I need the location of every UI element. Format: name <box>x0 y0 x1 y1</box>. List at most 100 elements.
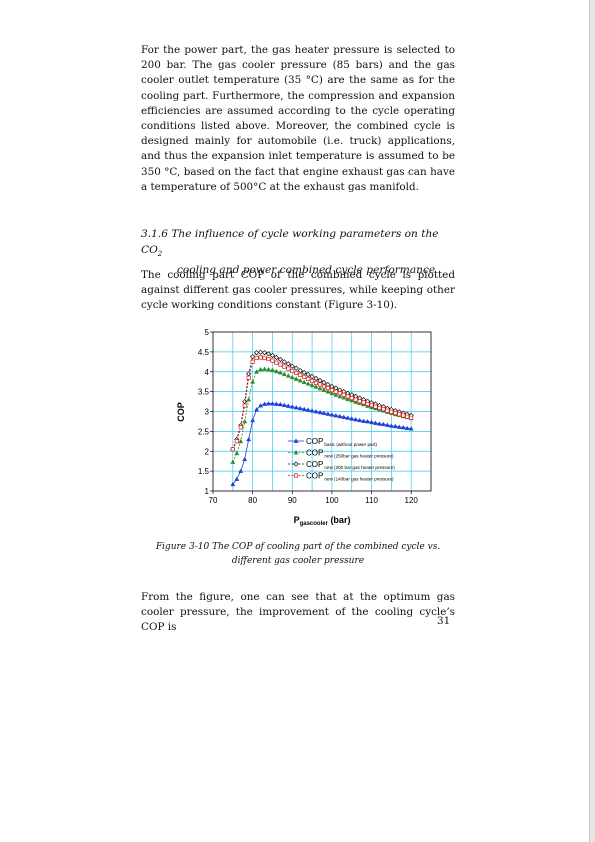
data-point <box>273 368 279 374</box>
data-point <box>254 407 260 412</box>
data-point <box>353 397 358 402</box>
data-point <box>306 376 311 381</box>
legend-label: COPnew (200 bar gas heater pressure) <box>306 460 395 470</box>
data-point <box>258 403 264 408</box>
data-point <box>309 382 315 388</box>
data-point <box>329 412 335 417</box>
body-paragraph-2: The cooling part COP of the combined cyc… <box>141 269 455 312</box>
data-point <box>341 414 347 419</box>
data-point <box>242 398 248 405</box>
data-point <box>289 404 295 409</box>
data-point <box>408 426 414 431</box>
data-point <box>388 423 394 428</box>
data-point <box>273 401 279 406</box>
data-point <box>305 381 311 386</box>
data-point <box>309 373 315 380</box>
data-point <box>270 367 275 373</box>
data-point <box>238 425 243 430</box>
data-point <box>242 403 247 408</box>
data-point <box>301 379 307 384</box>
data-point <box>289 374 295 380</box>
data-point <box>269 352 276 359</box>
data-point <box>380 421 386 427</box>
data-point <box>281 359 287 365</box>
data-point <box>273 354 280 361</box>
data-point <box>353 399 359 404</box>
data-point <box>409 415 414 420</box>
series-layer <box>230 349 414 487</box>
data-point <box>321 410 327 415</box>
y-tick-label: 4.5 <box>198 348 210 357</box>
section-heading-line2: cooling and power combined cycle perform… <box>177 264 436 277</box>
data-point <box>321 379 327 386</box>
y-tick-label: 4 <box>205 368 210 377</box>
data-point <box>329 383 335 390</box>
legend-marker <box>293 449 299 455</box>
data-point <box>262 401 267 406</box>
data-point <box>301 369 307 376</box>
data-point <box>333 385 339 391</box>
data-point <box>369 419 374 425</box>
body-paragraph-1: For the power part, the gas heater press… <box>141 44 455 193</box>
x-tick-label: 120 <box>405 496 419 505</box>
data-point <box>230 447 235 452</box>
data-point <box>270 401 275 406</box>
legend-marker <box>293 473 299 478</box>
data-point <box>377 405 382 410</box>
data-point <box>297 405 303 411</box>
data-point <box>266 366 271 372</box>
data-point <box>238 438 244 444</box>
y-tick-label: 1 <box>205 487 210 496</box>
data-point <box>337 413 343 419</box>
legend-label: COPbasic (without power part) <box>306 437 377 447</box>
data-point <box>281 371 287 377</box>
data-point <box>262 355 267 360</box>
data-point <box>385 408 390 413</box>
data-point <box>377 421 382 426</box>
legend-item: COPnew (140bar gas heater pressure) <box>288 472 394 482</box>
data-point <box>258 366 264 372</box>
data-point <box>329 388 334 393</box>
data-point <box>242 456 248 462</box>
data-point <box>404 425 410 431</box>
data-point <box>357 417 363 423</box>
data-point <box>361 400 366 405</box>
data-point <box>285 361 291 367</box>
data-point <box>381 407 386 412</box>
page-edge <box>589 0 595 842</box>
data-point <box>317 377 323 384</box>
data-point <box>401 413 406 418</box>
legend-item: COPnew (250bar gas heater pressure) <box>288 449 394 459</box>
data-point <box>314 380 319 385</box>
y-tick-label: 3 <box>205 408 210 417</box>
x-axis-label: Pgascooler (bar) <box>294 515 351 527</box>
data-point <box>325 411 331 416</box>
data-point <box>353 416 359 422</box>
legend-item: COPnew (200 bar gas heater pressure) <box>288 460 395 470</box>
legend-label: COPnew (140bar gas heater pressure) <box>306 472 394 482</box>
data-point <box>321 387 327 392</box>
data-point <box>313 375 319 382</box>
series-1 <box>230 401 414 487</box>
body-paragraph-3: From the figure, one can see that at the… <box>141 591 455 634</box>
data-point <box>274 360 279 365</box>
data-point <box>293 376 299 381</box>
data-point <box>329 390 335 396</box>
data-point <box>392 423 398 429</box>
data-point <box>246 436 252 442</box>
data-point <box>293 405 299 410</box>
data-point <box>341 395 347 400</box>
data-point <box>290 368 295 373</box>
data-point <box>389 409 394 414</box>
data-point <box>373 420 378 425</box>
data-point <box>301 406 307 411</box>
data-point <box>396 424 402 429</box>
data-point <box>333 392 339 397</box>
x-tick-label: 70 <box>209 496 218 505</box>
legend-label: COPnew (250bar gas heater pressure) <box>306 449 394 459</box>
legend-item: COPbasic (without power part) <box>288 437 377 447</box>
data-point <box>325 386 330 391</box>
data-point <box>305 407 311 412</box>
x-tick-label: 100 <box>325 496 339 505</box>
data-point <box>313 408 319 414</box>
